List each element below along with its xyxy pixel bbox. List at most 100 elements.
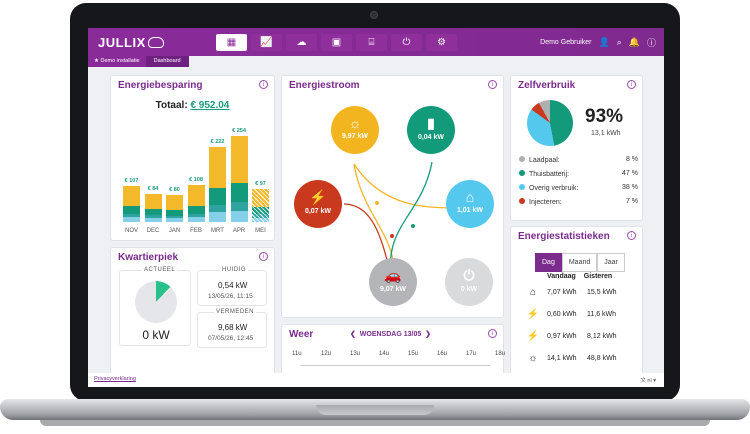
info-icon[interactable]: i <box>488 329 497 338</box>
vermeden-box: VERMEDEN 9,68 kW 07/05/26, 12:45 <box>197 309 267 348</box>
logo[interactable]: JULLIX <box>98 35 164 50</box>
bar-segment <box>123 185 140 206</box>
info-icon[interactable]: i <box>627 231 636 240</box>
pylon-icon: ⚡ <box>309 189 327 205</box>
solar-node[interactable]: ☼ 9,97 kW <box>331 106 379 154</box>
legend-item: Injecteren: 7 % <box>519 198 638 206</box>
hour-label: 17u <box>466 351 477 357</box>
bar-segment <box>123 205 140 214</box>
bar-segment <box>166 215 183 219</box>
huidig-date: 13/05/26, 11:15 <box>208 293 253 300</box>
weather-date-nav: ❮ WOENSDAG 13/05 ❯ <box>350 330 431 338</box>
huidig-value: 0,54 kW <box>218 281 248 290</box>
vermeden-value: 9,68 kW <box>218 323 248 332</box>
bar-segment <box>209 146 226 189</box>
stats-row: ⚡ 0,97 kWh 8,12 kWh <box>519 325 639 347</box>
nav-insights-button[interactable]: ☁ <box>286 34 317 51</box>
house-icon: ⌂ <box>465 189 475 205</box>
bell-icon[interactable]: 🔔 <box>628 37 640 47</box>
info-icon[interactable]: i <box>259 80 268 89</box>
bar-month-label: DEC <box>146 228 160 234</box>
bar-segment <box>252 217 269 222</box>
savings-card: Energiebesparing i Totaal: € 952.04 € 10… <box>110 75 275 241</box>
weather-hours: 11u 12u 13u 14u 15u 16u 17u 18u <box>292 351 524 357</box>
savings-bar[interactable] <box>230 136 248 222</box>
actueel-value: 0 kW <box>142 328 170 342</box>
legend-item: Thuisbatterij: 47 % <box>519 170 638 178</box>
bar-segment <box>230 183 248 203</box>
bar-segment <box>187 185 205 206</box>
grid-export-icon: ⚡ <box>526 330 540 342</box>
self-percent: 93% <box>585 106 624 127</box>
nav-plug-button[interactable]: ⏻ <box>391 34 422 51</box>
nav-charts-button[interactable]: 📈 <box>251 34 282 51</box>
language-select[interactable]: 文 nl ▾ <box>640 378 656 384</box>
savings-bar[interactable] <box>166 194 183 222</box>
nav-dashboard-button[interactable]: ▦ <box>216 34 247 51</box>
savings-bar[interactable] <box>144 193 162 222</box>
battery-node[interactable]: ▮ 0,04 kW <box>407 106 455 154</box>
nav-settings-button[interactable]: ⚙ <box>426 34 457 51</box>
next-day-icon[interactable]: ❯ <box>425 331 431 338</box>
breadcrumb-dashboard[interactable]: Dashboard <box>145 56 189 67</box>
stats-card: Energiestatistieken i Dag Maand Jaar Van… <box>510 226 643 384</box>
bar-month-label: MRT <box>211 228 224 234</box>
savings-bar[interactable] <box>209 146 226 222</box>
house-icon: ⌂ <box>529 286 537 298</box>
bar-segment <box>144 209 162 216</box>
car-icon: 🚗 <box>384 267 402 283</box>
weather-timeline <box>300 365 490 383</box>
charger-node[interactable]: ⏻ 0 kW <box>445 258 493 306</box>
bar-value-label: € 84 <box>147 185 159 192</box>
privacy-link[interactable]: Privacyverklaring <box>94 376 136 382</box>
hour-label: 12u <box>321 351 332 357</box>
bar-segment <box>252 214 269 218</box>
tab-jaar[interactable]: Jaar <box>597 253 625 272</box>
tab-maand[interactable]: Maand <box>561 253 598 272</box>
search-icon[interactable]: ⌕ <box>616 37 622 47</box>
self-consumption-card: Zelfverbruik i 93% 13,1 kWh Laadpaal: 8 %… <box>510 75 643 221</box>
breadcrumb-installation[interactable]: ★ Demo installatie <box>88 56 146 67</box>
savings-title: Energiebesparing <box>118 80 203 91</box>
house-node[interactable]: ⌂ 1,01 kW <box>446 180 494 228</box>
user-name[interactable]: Demo Gebruiker <box>540 39 592 46</box>
info-icon[interactable]: i <box>488 80 497 89</box>
user-icon[interactable]: 👤 <box>598 37 610 47</box>
nav-meter-button[interactable]: ⌸ <box>356 34 387 51</box>
bar-segment <box>123 217 140 222</box>
bar-value-label: € 254 <box>232 128 246 135</box>
stats-tabs: Dag Maand Jaar <box>535 253 625 272</box>
bar-segment <box>209 204 226 213</box>
prev-day-icon[interactable]: ❮ <box>350 331 356 338</box>
tab-dag[interactable]: Dag <box>535 253 562 272</box>
info-icon[interactable]: i <box>627 80 636 89</box>
logo-brain-icon <box>147 37 164 48</box>
solar-icon: ☼ <box>348 115 362 131</box>
bar-segment <box>187 217 205 222</box>
info-icon[interactable]: i <box>259 252 268 261</box>
huidig-label: HUIDIG <box>220 267 248 273</box>
laptop-shadow <box>40 420 710 426</box>
stats-table: ⌂ 7,07 kWh 15,5 kWh ⚡ 0,60 kWh 11,6 kWh ⚡ 0,97 … <box>519 281 639 369</box>
stats-row: ⚡ 0,60 kWh 11,6 kWh <box>519 303 639 325</box>
bar-segment <box>166 209 183 216</box>
nav-finance-button[interactable]: ▣ <box>321 34 352 51</box>
user-area: Demo Gebruiker 👤 ⌕ 🔔 ⓘ <box>540 36 656 49</box>
bar-month-label: APR <box>232 228 246 234</box>
bar-segment <box>209 188 226 205</box>
savings-total-value[interactable]: € 952.04 <box>190 100 230 111</box>
savings-bar[interactable] <box>123 185 140 222</box>
savings-bar[interactable] <box>187 185 205 222</box>
bar-value-label: € 108 <box>189 177 203 184</box>
main-nav: ▦ 📈 ☁ ▣ ⌸ ⏻ ⚙ <box>216 34 457 51</box>
grid-node[interactable]: ⚡ 0,07 kW <box>294 180 342 228</box>
savings-bar[interactable] <box>252 189 269 222</box>
flow-title: Energiestroom <box>289 80 360 91</box>
peak-card: Kwartierpiek i ACTUEEL 0 kW HUIDIG 0,54 … <box>110 247 275 375</box>
actueel-gauge <box>135 281 177 323</box>
car-node[interactable]: 🚗 9,07 kW <box>369 258 417 306</box>
bar-month-label: FEB <box>190 228 202 234</box>
help-icon[interactable]: ⓘ <box>646 38 656 48</box>
laptop-notch <box>316 405 434 415</box>
